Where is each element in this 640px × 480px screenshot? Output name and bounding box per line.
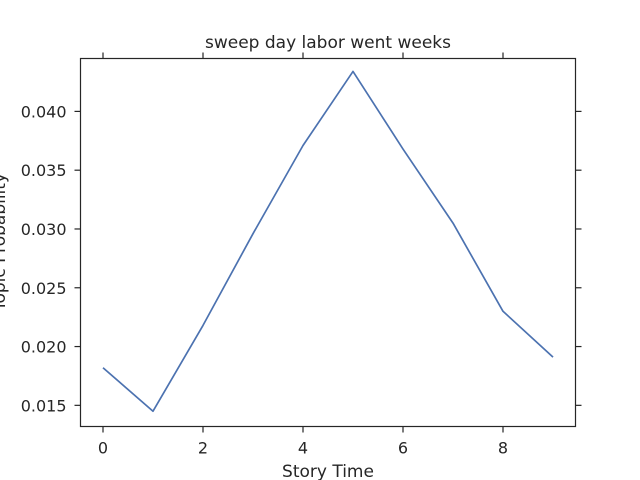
x-tick-label: 4 (298, 439, 308, 458)
y-tick-label: 0.030 (21, 220, 67, 239)
series-line (102, 70, 554, 413)
x-tick-label: 0 (98, 439, 108, 458)
y-tick-label: 0.040 (21, 102, 67, 121)
y-axis-label: Topic Probability (0, 173, 10, 312)
plot-frame (79, 57, 577, 428)
tick-marks (74, 52, 582, 433)
x-tick-label: 2 (198, 439, 208, 458)
x-tick-label: 6 (398, 439, 408, 458)
y-tick-label: 0.015 (21, 396, 67, 415)
y-tick-label: 0.020 (21, 338, 67, 357)
x-axis-label: Story Time (282, 462, 374, 480)
y-tick-label: 0.035 (21, 161, 67, 180)
y-tick-label: 0.025 (21, 279, 67, 298)
x-tick-label: 8 (498, 439, 508, 458)
tick-labels: 0 2 4 6 8 0.015 0.020 0.025 0.030 0.035 0.040 (21, 102, 508, 457)
chart-title: sweep day labor went weeks (205, 33, 451, 53)
